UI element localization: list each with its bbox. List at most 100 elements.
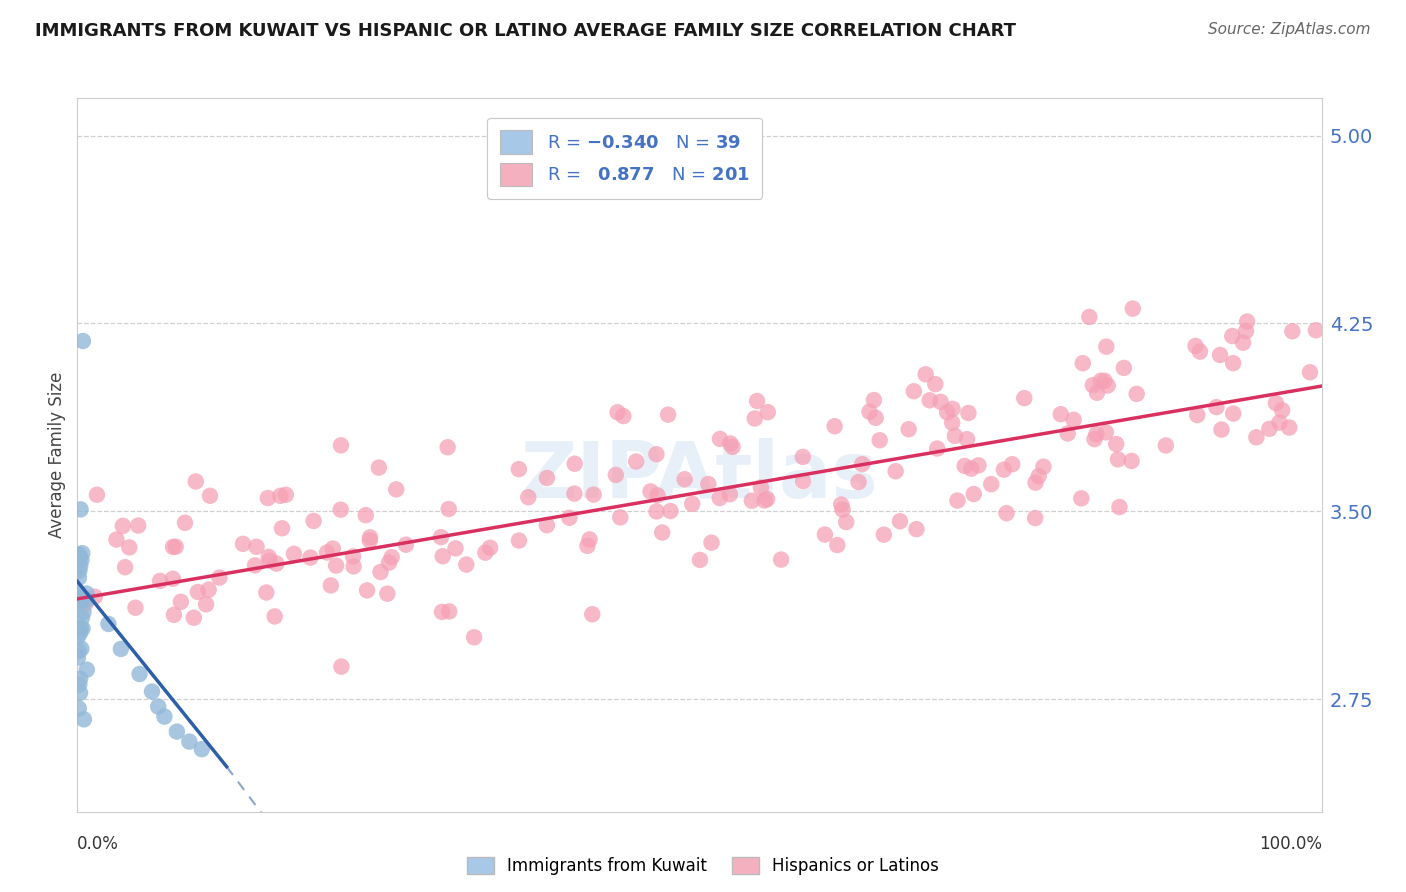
Point [1083, 432, 1105, 446]
Point [721, 440, 744, 454]
Point [1234, 324, 1257, 338]
Point [718, 487, 741, 501]
Point [865, 410, 887, 425]
Point [257, 491, 280, 505]
Point [342, 559, 364, 574]
Point [381, 550, 404, 565]
Point [905, 522, 928, 536]
Point [824, 419, 846, 434]
Point [1097, 378, 1119, 392]
Point [657, 408, 679, 422]
Point [756, 492, 779, 507]
Point [1081, 378, 1104, 392]
Point [754, 493, 776, 508]
Point [645, 504, 668, 518]
Point [792, 450, 814, 464]
Point [325, 558, 347, 573]
Point [980, 477, 1002, 491]
Point [75, 596, 97, 610]
Point [436, 440, 458, 454]
Point [1236, 314, 1258, 328]
Point [76, 586, 98, 600]
Point [437, 502, 460, 516]
Point [1090, 374, 1112, 388]
Point [1063, 413, 1085, 427]
Point [72, 622, 94, 636]
Point [741, 493, 763, 508]
Point [69, 559, 91, 574]
Point [848, 475, 870, 489]
Point [558, 510, 581, 524]
Point [647, 488, 669, 502]
Point [67, 595, 90, 609]
Point [564, 457, 586, 471]
Point [232, 537, 254, 551]
Point [831, 502, 853, 516]
Point [924, 377, 946, 392]
Point [536, 471, 558, 485]
Point [184, 475, 207, 489]
Point [208, 571, 231, 585]
Point [75, 591, 97, 606]
Point [66, 585, 89, 599]
Point [1032, 459, 1054, 474]
Point [127, 518, 149, 533]
Point [1187, 408, 1209, 422]
Point [709, 491, 731, 505]
Point [1024, 511, 1046, 525]
Point [322, 541, 344, 556]
Point [83, 590, 105, 604]
Point [720, 436, 742, 450]
Point [456, 558, 478, 572]
Point [536, 518, 558, 533]
Point [1281, 324, 1303, 338]
Point [1095, 425, 1118, 440]
Point [111, 519, 134, 533]
Point [1085, 427, 1108, 442]
Point [1121, 454, 1143, 468]
Point [444, 541, 467, 556]
Point [1268, 416, 1291, 430]
Point [69, 686, 91, 700]
Point [245, 540, 267, 554]
Point [329, 438, 352, 452]
Point [897, 422, 920, 436]
Point [963, 487, 986, 501]
Point [259, 554, 281, 568]
Point [329, 502, 352, 516]
Point [673, 472, 696, 486]
Point [1232, 335, 1254, 350]
Point [605, 467, 627, 482]
Point [863, 393, 886, 408]
Point [1222, 356, 1244, 370]
Point [508, 462, 530, 476]
Point [1211, 423, 1233, 437]
Point [914, 368, 936, 382]
Point [439, 604, 461, 618]
Point [927, 442, 949, 456]
Point [69, 550, 91, 565]
Point [1028, 469, 1050, 483]
Point [243, 558, 266, 573]
Point [659, 504, 682, 518]
Point [1094, 374, 1116, 388]
Point [299, 550, 322, 565]
Point [835, 515, 858, 529]
Point [274, 488, 297, 502]
Point [72, 605, 94, 619]
Point [187, 585, 209, 599]
Point [359, 530, 381, 544]
Point [70, 546, 93, 560]
Point [342, 549, 364, 564]
Point [67, 564, 90, 578]
Point [960, 461, 983, 475]
Point [124, 600, 146, 615]
Point [624, 454, 647, 468]
Point [749, 481, 772, 495]
Point [957, 406, 980, 420]
Point [385, 483, 408, 497]
Point [956, 432, 979, 446]
Point [354, 508, 377, 523]
Point [1112, 360, 1135, 375]
Point [163, 607, 186, 622]
